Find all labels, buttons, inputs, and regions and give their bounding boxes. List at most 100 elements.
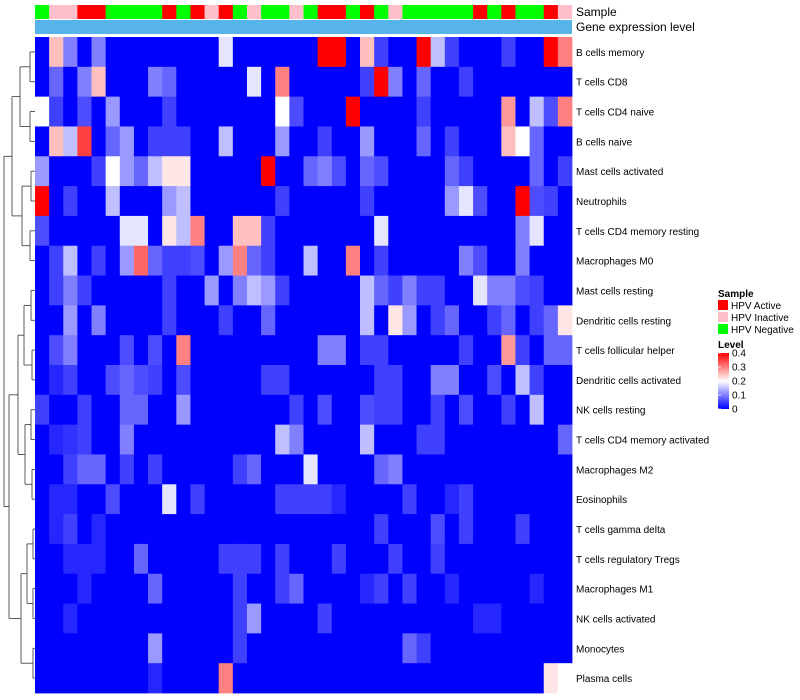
- heatmap-cell: [543, 96, 559, 127]
- heatmap-cell: [501, 543, 516, 575]
- heatmap-cell: [148, 514, 163, 545]
- sample-cell: [162, 5, 177, 19]
- heatmap-cell: [515, 454, 531, 485]
- heatmap-cell: [345, 633, 361, 664]
- heatmap-cell: [473, 335, 488, 366]
- heatmap-cell: [148, 37, 163, 68]
- heatmap-cell: [275, 365, 290, 396]
- heatmap-cell: [487, 126, 502, 157]
- heatmap-cell: [77, 275, 92, 306]
- heatmap-cell: [77, 573, 92, 604]
- heatmap-cell: [557, 66, 573, 98]
- heatmap-cell: [49, 603, 64, 634]
- heatmap-cell: [49, 514, 64, 545]
- heatmap-cell: [557, 454, 573, 485]
- heatmap-cell: [77, 66, 92, 98]
- sample-legend-label: HPV Negative: [731, 325, 794, 336]
- heatmap-cell: [388, 573, 403, 604]
- heatmap-cell: [458, 633, 474, 664]
- heatmap-cell: [557, 275, 573, 306]
- heatmap-cell: [458, 514, 474, 545]
- heatmap-cell: [374, 424, 389, 455]
- heatmap-cell: [119, 365, 135, 396]
- heatmap-cell: [473, 663, 488, 694]
- heatmap-cell: [289, 66, 304, 98]
- heatmap-cell: [515, 633, 531, 664]
- heatmap-cell: [105, 365, 121, 396]
- heatmap-cell: [162, 305, 177, 336]
- heatmap-cell: [49, 66, 64, 98]
- heatmap-cell: [246, 394, 262, 426]
- sample-cell: [35, 5, 50, 19]
- heatmap-cell: [246, 633, 262, 664]
- heatmap-cell: [176, 215, 191, 247]
- level-tick-label: 0.2: [732, 377, 746, 388]
- heatmap-cell: [303, 394, 319, 426]
- heatmap-cell: [148, 156, 163, 187]
- heatmap-cell: [275, 245, 290, 276]
- track-label-sample: Sample: [576, 5, 617, 19]
- heatmap-cell: [360, 215, 375, 247]
- heatmap-cell: [133, 126, 149, 157]
- heatmap-cell: [303, 156, 319, 187]
- sample-cell: [204, 5, 220, 19]
- heatmap-cell: [148, 186, 163, 217]
- heatmap-cell: [557, 305, 573, 336]
- heatmap-cell: [162, 573, 177, 604]
- heatmap-cell: [543, 573, 559, 604]
- heatmap-cell: [360, 156, 375, 187]
- heatmap-cell: [275, 514, 290, 545]
- heatmap-cell: [232, 96, 248, 127]
- heatmap-cell: [557, 663, 573, 694]
- heatmap-cell: [501, 126, 516, 157]
- heatmap-cell: [515, 603, 531, 634]
- heatmap-cell: [317, 603, 333, 634]
- heatmap-cell: [345, 66, 361, 98]
- heatmap-cell: [487, 543, 502, 575]
- heatmap-cell: [430, 126, 446, 157]
- heatmap-cell: [402, 37, 417, 68]
- sample-cell: [388, 5, 403, 19]
- heatmap-cell: [275, 305, 290, 336]
- heatmap-cell: [487, 365, 502, 396]
- heatmap-cell: [162, 245, 177, 276]
- heatmap-cell: [515, 573, 531, 604]
- sample-cell: [119, 5, 135, 19]
- heatmap-cell: [331, 514, 347, 545]
- row-label: Macrophages M1: [576, 585, 654, 596]
- heatmap-cell: [529, 96, 545, 127]
- heatmap-cell: [473, 365, 488, 396]
- heatmap-cell: [77, 663, 92, 694]
- heatmap-cell: [232, 275, 248, 306]
- heatmap-cell: [529, 663, 545, 694]
- heatmap-cell: [119, 484, 135, 515]
- heatmap-cell: [543, 37, 559, 68]
- sample-cell: [529, 5, 545, 19]
- heatmap-cell: [63, 454, 78, 485]
- heatmap-cell: [360, 573, 375, 604]
- heatmap-cell: [501, 66, 516, 98]
- heatmap-cell: [105, 245, 121, 276]
- heatmap-cell: [416, 305, 432, 336]
- heatmap-cell: [35, 514, 50, 545]
- heatmap-cell: [246, 156, 262, 187]
- heatmap-cell: [218, 126, 234, 157]
- heatmap-cell: [543, 633, 559, 664]
- heatmap-cell: [35, 66, 50, 98]
- heatmap-cell: [473, 245, 488, 276]
- heatmap-cell: [487, 186, 502, 217]
- heatmap-cell: [275, 156, 290, 187]
- heatmap-cell: [458, 275, 474, 306]
- heatmap-cell: [388, 365, 403, 396]
- heatmap-cell: [473, 215, 488, 247]
- heatmap-cell: [444, 215, 460, 247]
- heatmap-cell: [317, 96, 333, 127]
- heatmap-cell: [289, 603, 304, 634]
- heatmap-cell: [232, 424, 248, 455]
- heatmap-cell: [289, 126, 304, 157]
- heatmap-cell: [345, 96, 361, 127]
- sample-cell: [63, 5, 78, 19]
- heatmap-cell: [501, 484, 516, 515]
- heatmap-cell: [374, 156, 389, 187]
- heatmap-cell: [63, 66, 78, 98]
